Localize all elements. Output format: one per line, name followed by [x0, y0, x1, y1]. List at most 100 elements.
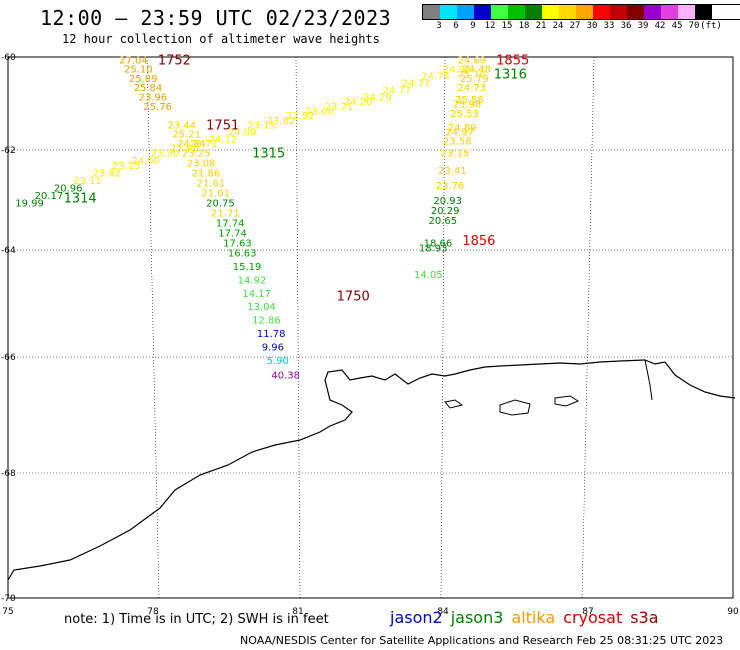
- legend-swatch: [661, 5, 678, 19]
- credit-line: NOAA/NESDIS Center for Satellite Applica…: [240, 634, 724, 647]
- wave-height-value: 23.00: [305, 106, 334, 117]
- lon-tick-label: 81: [292, 607, 303, 617]
- meridian-line: [295, 56, 301, 599]
- wave-height-value: 23.82: [267, 116, 296, 127]
- legend-swatch: [593, 5, 610, 19]
- satellite-name-altika: altika: [511, 608, 556, 627]
- wave-height-value: 23.11: [73, 176, 102, 187]
- wave-height-value: 22.92: [286, 111, 315, 122]
- legend-swatches: [422, 4, 740, 20]
- legend-label: 6: [453, 21, 459, 31]
- wave-height-value: 20.65: [429, 216, 458, 227]
- wave-height-value: 17.63: [223, 239, 252, 250]
- antarctic-coastline: [7, 359, 736, 581]
- track-time-label: 1855: [496, 53, 529, 68]
- legend-label: 24: [552, 21, 564, 31]
- wave-height-value: 25.98: [453, 100, 482, 111]
- page-title: 12:00 – 23:59 UTC 02/23/2023: [40, 6, 392, 30]
- island-shape: [499, 399, 531, 416]
- axis-labels: 75 78 81 84 87 90 -60 -62 -64 -66 -68 -70: [1, 53, 739, 617]
- wave-height-value: 11.78: [257, 329, 286, 340]
- wave-height-value: 24.84: [177, 139, 206, 150]
- lat-tick-label: -66: [1, 353, 16, 363]
- wave-height-value: 23.96: [139, 93, 168, 104]
- legend-label: (ft): [700, 21, 722, 31]
- lat-tick-label: -68: [1, 469, 16, 479]
- satellite-tracks: 27.0425.1025.8925.8423.9625.76175223.442…: [15, 53, 529, 381]
- track-time-label: 1752: [158, 53, 191, 68]
- wave-height-value: 20.93: [433, 196, 462, 207]
- lon-tick-label: 84: [437, 607, 449, 617]
- ice-shelf-edge: [644, 359, 653, 401]
- wave-height-value: 17.74: [216, 219, 245, 230]
- map-grid: [7, 56, 734, 599]
- meridian-line: [581, 56, 595, 599]
- track-1750: 11.78 9.96 5.90 40.38 1750: [257, 289, 370, 381]
- legend-swatch: [525, 5, 542, 19]
- wave-height-value: 24.95: [443, 65, 472, 76]
- legend-label: 39: [637, 21, 649, 31]
- legend-label: 70: [688, 21, 700, 31]
- wave-height-value: 20.96: [54, 184, 83, 195]
- wave-height-value: 24.09: [228, 127, 257, 138]
- legend-swatch: [559, 5, 576, 19]
- wave-height-value: 25.10: [458, 69, 487, 80]
- wave-height-value: 23.71: [189, 139, 218, 150]
- lon-tick-label: 87: [582, 607, 593, 617]
- wave-height-value: 20.75: [206, 199, 235, 210]
- wave-height-value: 21.01: [201, 189, 230, 200]
- wave-height-value: 23.25: [182, 149, 211, 160]
- coastline-path: [7, 359, 736, 581]
- meridian-line: [146, 56, 160, 599]
- wave-height-value: 24.77: [383, 86, 412, 97]
- legend-label: 18: [518, 21, 530, 31]
- wave-height-value: 14.92: [238, 275, 267, 286]
- wave-height-value: 13.04: [247, 302, 276, 313]
- legend-swatch: [695, 5, 712, 19]
- wave-height-value: 23.41: [438, 166, 467, 177]
- wave-height-value: 5.90: [267, 356, 289, 367]
- satellite-name-s3a: s3a: [630, 608, 659, 627]
- wave-height-value: 24.20: [344, 97, 373, 108]
- wave-height-value: 23.71: [325, 102, 354, 113]
- wave-height-value: 24.48: [462, 65, 491, 76]
- legend-swatch: [644, 5, 661, 19]
- lat-tick-label: -60: [1, 53, 16, 63]
- island-shape: [444, 399, 464, 409]
- wave-height-value: 24.12: [209, 134, 238, 145]
- wave-height-value: 24.00: [131, 156, 160, 167]
- satellite-name-cryosat: cryosat: [563, 608, 623, 627]
- legend-swatch: [440, 5, 457, 19]
- wave-height-value: 23.15: [112, 161, 141, 172]
- legend-swatch: [508, 5, 525, 19]
- wave-height-value: 18.66: [424, 239, 453, 250]
- wave-height-value: 19.99: [15, 199, 44, 210]
- island-shape: [554, 395, 580, 407]
- wave-height-value: 23.82: [93, 169, 122, 180]
- track-time-label: 1856: [462, 234, 495, 249]
- legend-swatch: [542, 5, 559, 19]
- wave-height-value: 27.04: [119, 55, 148, 66]
- wave-height-value: 15.19: [233, 262, 262, 273]
- legend-label: 30: [586, 21, 598, 31]
- wave-height-value: 23.08: [187, 159, 216, 170]
- legend-swatch: [423, 5, 440, 19]
- wave-height-value: 24.89: [448, 123, 477, 134]
- wave-height-value: 24.29: [363, 93, 392, 104]
- legend-label: 33: [603, 21, 615, 31]
- legend-swatch: [610, 5, 627, 19]
- wave-height-value: 21.86: [192, 169, 221, 180]
- wave-height-value: 23.30: [151, 149, 180, 160]
- wave-height-value: 24.74: [421, 72, 450, 83]
- lat-tick-label: -70: [1, 594, 16, 604]
- track-time-label: 1751: [206, 118, 239, 133]
- wave-height-value: 25.84: [134, 83, 163, 94]
- wave-height-value: 23.76: [436, 181, 465, 192]
- satellite-name-jason2: jason2: [390, 608, 443, 627]
- lat-tick-label: -62: [1, 146, 16, 156]
- lat-tick-label: -64: [1, 246, 16, 256]
- legend-label: 9: [470, 21, 476, 31]
- legend-swatch: [457, 5, 474, 19]
